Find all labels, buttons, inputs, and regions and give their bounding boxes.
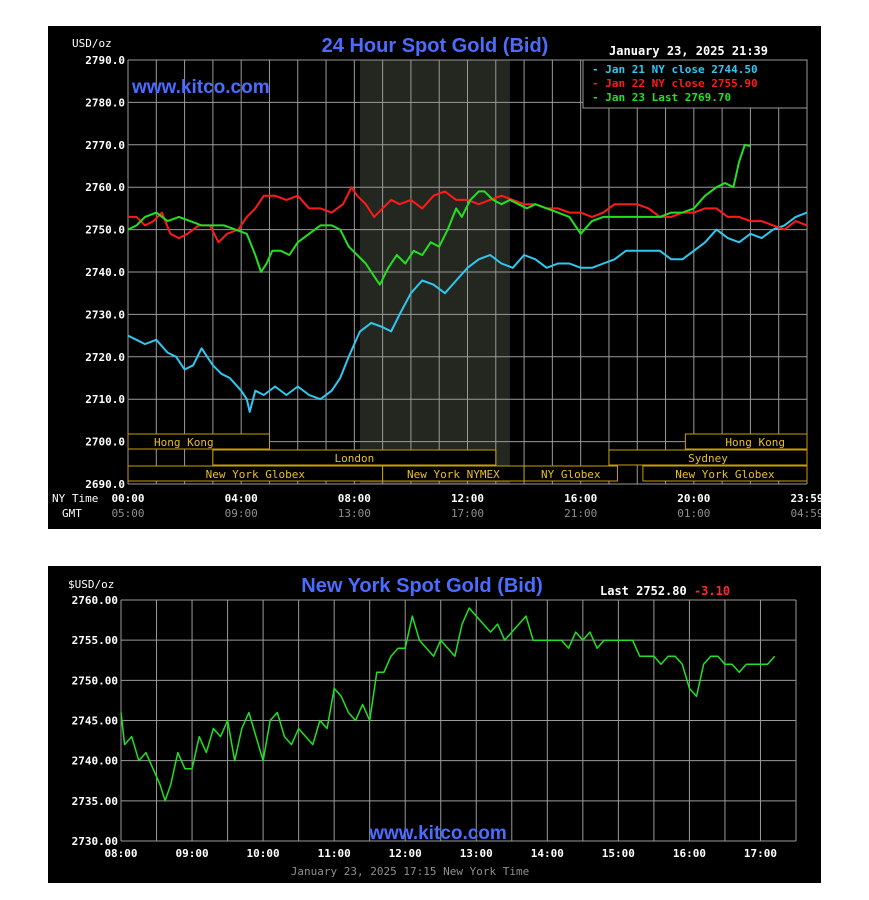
- session-label: Hong Kong: [725, 436, 785, 449]
- y-tick-label-ny: 2750.00: [72, 674, 118, 687]
- x-tick-label-ny-time: 14:00: [531, 847, 564, 860]
- x-tick-label-gmt: 21:00: [564, 507, 597, 520]
- ny-time-label: NY Time: [52, 492, 98, 505]
- session-box: [212, 449, 497, 466]
- x-tick-label-ny-time: 10:00: [247, 847, 280, 860]
- chart-title: 24 Hour Spot Gold (Bid): [322, 35, 549, 57]
- y-tick-label: 2760.0: [85, 181, 125, 194]
- x-tick-label-ny: 23:59: [790, 492, 821, 505]
- series-line-3: [127, 143, 751, 286]
- x-tick-label-gmt: 01:00: [677, 507, 710, 520]
- x-tick-label-ny-time: 11:00: [318, 847, 351, 860]
- chart-ny-svg: 2760.00 2755.00 2750.00 2745.00 2740.00 2735.…: [68, 575, 797, 878]
- last-label: Last 2752.80 -3.10: [600, 584, 730, 598]
- x-tick-label-ny: 08:00: [338, 492, 371, 505]
- session-label: London: [334, 452, 374, 465]
- x-tick-label-ny-time: 08:00: [104, 847, 137, 860]
- chart-new-york-spot-gold: 2760.00 2755.00 2750.00 2745.00 2740.00 2735.…: [48, 566, 821, 883]
- y-tick-label-ny: 2755.00: [72, 634, 118, 647]
- x-tick-label-ny: 00:00: [111, 492, 144, 505]
- legend-entry: - Jan 21 NY close 2744.50: [592, 63, 758, 76]
- x-tick-label-ny-time: 17:00: [744, 847, 777, 860]
- y-tick-label: 2720.0: [85, 351, 125, 364]
- legend-entry: - Jan 23 Last 2769.70: [592, 91, 731, 104]
- session-box: [523, 465, 618, 482]
- y-tick-label: 2750.0: [85, 224, 125, 237]
- y-tick-label: 2730.0: [85, 308, 125, 321]
- chart-24-hour-spot-gold: 2790.0 2780.0 2770.0 2760.0 2750.0 2740.0 2730…: [48, 26, 821, 529]
- gmt-label: GMT: [62, 507, 82, 520]
- unit-label: USD/oz: [72, 37, 112, 50]
- y-tick-label-ny: 2745.00: [72, 715, 118, 728]
- y-tick-label: 2710.0: [85, 393, 125, 406]
- x-tick-label-ny: 04:00: [225, 492, 258, 505]
- x-tick-label-ny-time: 09:00: [175, 847, 208, 860]
- y-tick-label: 2740.0: [85, 266, 125, 279]
- session-label: Hong Kong: [154, 436, 214, 449]
- watermark: www.kitco.com: [131, 77, 270, 98]
- x-tick-label-gmt: 04:59: [790, 507, 821, 520]
- x-tick-label-ny-time: 13:00: [460, 847, 493, 860]
- x-tick-label-gmt: 13:00: [338, 507, 371, 520]
- x-tick-label-ny-time: 12:00: [389, 847, 422, 860]
- last-value: 2752.80: [636, 584, 687, 598]
- last-label-text: Last: [600, 584, 629, 598]
- unit-label-ny: $USD/oz: [68, 578, 114, 591]
- y-tick-label: 2700.0: [85, 436, 125, 449]
- y-tick-label: 2790.0: [85, 54, 125, 67]
- y-tick-label-ny: 2740.00: [72, 755, 118, 768]
- footer-timestamp: January 23, 2025 17:15 New York Time: [291, 865, 529, 878]
- session-label: New York Globex: [206, 468, 306, 481]
- session-label: New York NYMEX: [407, 468, 500, 481]
- y-tick-label-ny: 2730.00: [72, 835, 118, 848]
- x-tick-label-ny: 12:00: [451, 492, 484, 505]
- x-tick-label-ny-time: 16:00: [673, 847, 706, 860]
- x-tick-label-ny: 16:00: [564, 492, 597, 505]
- session-label: Sydney: [688, 452, 728, 465]
- series-line-1: [127, 211, 808, 413]
- y-tick-label: 2770.0: [85, 139, 125, 152]
- timestamp: January 23, 2025 21:39: [609, 44, 768, 58]
- legend-box: [582, 59, 808, 109]
- x-tick-label-gmt: 05:00: [111, 507, 144, 520]
- x-tick-label-gmt: 17:00: [451, 507, 484, 520]
- chart-title-ny: New York Spot Gold (Bid): [301, 575, 542, 597]
- y-tick-label: 2690.0: [85, 478, 125, 491]
- session-box: [608, 449, 808, 466]
- y-tick-label-ny: 2760.00: [72, 594, 118, 607]
- series-line-ny: [120, 607, 776, 802]
- x-tick-label-gmt: 09:00: [225, 507, 258, 520]
- change-value: -3.10: [694, 584, 730, 598]
- y-tick-label: 2780.0: [85, 96, 125, 109]
- x-tick-label-ny-time: 15:00: [602, 847, 635, 860]
- session-label: New York Globex: [675, 468, 775, 481]
- chart-24h-svg: 2790.0 2780.0 2770.0 2760.0 2750.0 2740.0 2730…: [52, 35, 821, 520]
- session-box: [684, 433, 808, 450]
- session-label: NY Globex: [541, 468, 601, 481]
- session-box: [642, 465, 808, 482]
- session-box: [127, 433, 270, 450]
- watermark-ny: www.kitco.com: [368, 823, 507, 844]
- y-tick-label-ny: 2735.00: [72, 795, 118, 808]
- x-tick-label-ny: 20:00: [677, 492, 710, 505]
- legend-entry: - Jan 22 NY close 2755.90: [592, 77, 758, 90]
